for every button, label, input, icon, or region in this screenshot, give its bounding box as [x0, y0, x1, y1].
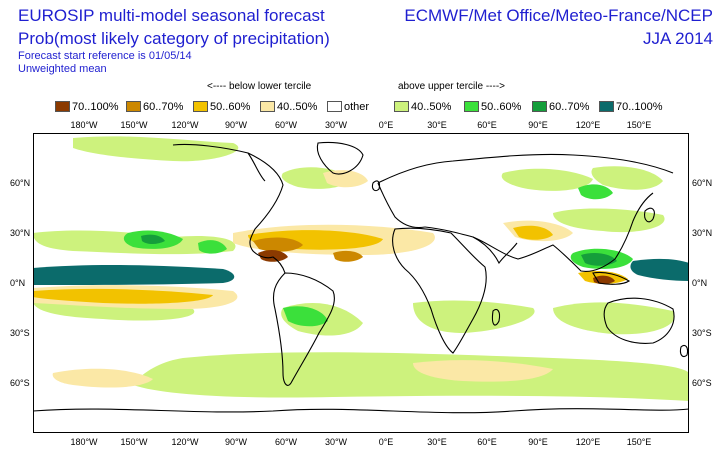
- legend-swatch: [260, 101, 275, 112]
- lon-label: 180°W: [70, 437, 98, 447]
- legend-item: 50..60%: [464, 100, 521, 113]
- lat-label: 60°N: [692, 178, 713, 188]
- below-60-70-shading: [253, 237, 363, 262]
- legend-label: 40..50%: [411, 100, 452, 113]
- legend-swatch: [599, 101, 614, 112]
- legend-item: other: [327, 100, 369, 113]
- legend-item: 60..70%: [126, 100, 183, 113]
- world-precipitation-map: [33, 133, 689, 433]
- lon-label: 120°E: [575, 120, 601, 130]
- legend-label: 70..100%: [616, 100, 663, 113]
- lat-label: 0°N: [10, 278, 26, 288]
- lon-label: 30°W: [324, 120, 348, 130]
- lon-label: 90°W: [224, 120, 248, 130]
- lat-label: 60°N: [10, 178, 31, 188]
- map-title: EUROSIP multi-model seasonal forecast: [18, 6, 325, 25]
- lon-label: 0°E: [378, 437, 394, 447]
- lon-label: 150°W: [120, 437, 148, 447]
- legend-label: 60..70%: [549, 100, 590, 113]
- below-tercile-label: <---- below lower tercile: [207, 81, 312, 92]
- legend-label: 50..60%: [481, 100, 522, 113]
- legend-swatch: [327, 101, 342, 112]
- lon-label: 90°E: [528, 437, 548, 447]
- forecast-reference: Forecast start reference is 01/05/14: [18, 50, 192, 62]
- map-subtitle: Prob(most likely category of precipitati…: [18, 29, 330, 48]
- map-frame: [33, 133, 689, 433]
- lon-label: 90°W: [224, 437, 248, 447]
- legend-swatch: [193, 101, 208, 112]
- lon-label: 60°W: [274, 120, 298, 130]
- lon-label: 120°W: [171, 437, 199, 447]
- legend-item: 70..100%: [55, 100, 118, 113]
- legend-item: 40..50%: [260, 100, 317, 113]
- lon-label: 120°E: [575, 437, 601, 447]
- lon-label: 150°E: [626, 120, 652, 130]
- legend-label: 40..50%: [277, 100, 318, 113]
- lon-label: 60°E: [477, 120, 497, 130]
- legend-label: other: [344, 100, 370, 113]
- lon-label: 150°W: [120, 120, 148, 130]
- lon-label: 30°W: [324, 437, 348, 447]
- lon-label: 90°E: [528, 120, 548, 130]
- above-tercile-label: above upper tercile ---->: [398, 81, 505, 92]
- coastlines: [33, 141, 689, 414]
- season-label: JJA 2014: [643, 29, 713, 48]
- legend-item: 40..50%: [394, 100, 451, 113]
- legend-item: 50..60%: [193, 100, 250, 113]
- centres-label: ECMWF/Met Office/Meteo-France/NCEP: [404, 6, 713, 25]
- above-70-100-shading: [33, 258, 689, 285]
- lon-label: 60°W: [274, 437, 298, 447]
- legend-swatch: [532, 101, 547, 112]
- lat-label: 30°N: [692, 228, 713, 238]
- above-60-70-shading: [141, 234, 617, 266]
- legend-label: 50..60%: [210, 100, 251, 113]
- lon-label: 30°E: [427, 120, 447, 130]
- legend-swatch: [394, 101, 409, 112]
- legend-swatch: [55, 101, 70, 112]
- weighting-note: Unweighted mean: [18, 63, 107, 75]
- legend-item: 60..70%: [532, 100, 589, 113]
- above-40-50-shading: [33, 136, 689, 401]
- legend-item: 70..100%: [599, 100, 662, 113]
- legend-swatch: [464, 101, 479, 112]
- lat-label: 30°S: [692, 328, 712, 338]
- lat-label: 60°S: [10, 378, 30, 388]
- lon-label: 60°E: [477, 437, 497, 447]
- lat-label: 0°N: [692, 278, 708, 288]
- legend-label: 70..100%: [72, 100, 119, 113]
- legend-label: 60..70%: [143, 100, 184, 113]
- lat-label: 60°S: [692, 378, 712, 388]
- lon-label: 180°W: [70, 120, 98, 130]
- lon-label: 0°E: [378, 120, 394, 130]
- lat-label: 30°S: [10, 328, 30, 338]
- legend-swatch: [126, 101, 141, 112]
- lon-label: 150°E: [626, 437, 652, 447]
- lat-label: 30°N: [10, 228, 31, 238]
- lon-label: 30°E: [427, 437, 447, 447]
- lon-label: 120°W: [171, 120, 199, 130]
